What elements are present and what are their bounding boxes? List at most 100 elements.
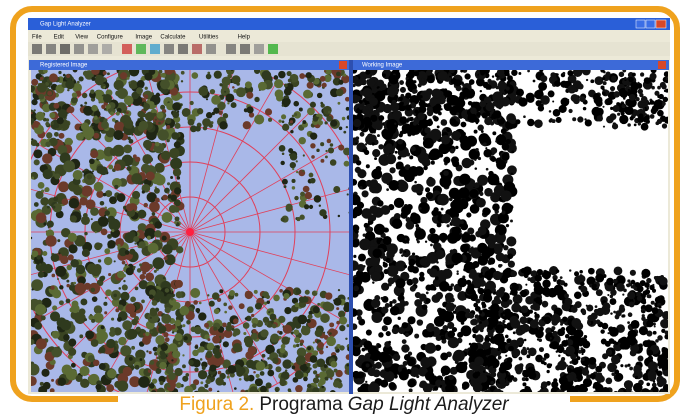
foliage <box>475 324 482 331</box>
tool-button[interactable] <box>240 44 250 54</box>
foliage <box>576 303 580 308</box>
tool-button[interactable] <box>254 44 264 54</box>
foliage <box>641 268 651 278</box>
menu-item[interactable]: Help <box>238 35 251 41</box>
maximize[interactable] <box>645 19 656 29</box>
tool-button[interactable] <box>46 44 56 54</box>
menu-item[interactable]: Utilities <box>199 35 218 41</box>
tool-button[interactable] <box>60 44 70 54</box>
foliage <box>327 147 335 154</box>
foliage <box>176 176 181 180</box>
foliage <box>568 108 573 114</box>
tool-button[interactable] <box>178 44 188 54</box>
foliage <box>282 359 292 369</box>
pane-close[interactable] <box>658 61 666 69</box>
menu-item[interactable]: Image <box>135 35 152 41</box>
foliage <box>652 322 656 326</box>
foliage <box>85 330 95 340</box>
foliage <box>402 360 408 366</box>
foliage <box>155 92 161 98</box>
foliage <box>628 301 635 308</box>
foliage <box>86 174 93 180</box>
foliage <box>436 222 442 228</box>
foliage <box>421 304 428 310</box>
foliage <box>467 135 473 141</box>
foliage <box>552 330 558 337</box>
foliage <box>397 155 402 160</box>
foliage <box>144 227 156 240</box>
foliage <box>587 321 591 325</box>
foliage <box>510 270 518 277</box>
minimize[interactable] <box>635 19 646 29</box>
foliage <box>107 233 112 239</box>
foliage <box>600 85 605 90</box>
foliage <box>345 337 348 341</box>
tool-button[interactable] <box>268 44 278 54</box>
foliage <box>495 134 507 146</box>
tool-button[interactable] <box>88 44 98 54</box>
pane-close[interactable] <box>339 61 347 69</box>
foliage <box>437 104 441 107</box>
foliage <box>522 266 532 276</box>
foliage <box>620 364 624 368</box>
foliage <box>223 364 228 369</box>
tool-button[interactable] <box>122 44 132 54</box>
foliage <box>355 136 360 141</box>
tool-button[interactable] <box>32 44 42 54</box>
foliage <box>414 132 418 135</box>
foliage <box>381 282 390 291</box>
foliage <box>580 285 588 293</box>
foliage <box>123 95 134 106</box>
foliage <box>101 121 109 129</box>
tool-button[interactable] <box>136 44 146 54</box>
foliage <box>398 370 409 381</box>
tool-button[interactable] <box>226 44 236 54</box>
foliage <box>98 346 106 354</box>
menu-item[interactable]: Edit <box>54 35 65 41</box>
foliage <box>618 71 625 78</box>
foliage <box>533 284 544 295</box>
foliage <box>404 250 407 253</box>
foliage <box>278 70 286 79</box>
foliage <box>613 91 621 98</box>
foliage <box>624 76 627 80</box>
foliage <box>413 171 418 177</box>
tool-button[interactable] <box>206 44 216 54</box>
foliage <box>212 347 220 355</box>
menu-item[interactable]: File <box>32 35 42 41</box>
menu-item[interactable]: Calculate <box>160 35 186 41</box>
foliage <box>303 89 312 99</box>
foliage <box>582 106 587 111</box>
foliage <box>91 104 98 112</box>
tool-button[interactable] <box>74 44 84 54</box>
tool-button[interactable] <box>150 44 160 54</box>
foliage <box>264 321 269 326</box>
foliage <box>90 89 95 94</box>
foliage <box>516 337 525 346</box>
foliage <box>80 378 90 389</box>
foliage <box>356 263 365 272</box>
foliage <box>407 379 416 388</box>
tool-button[interactable] <box>192 44 202 54</box>
foliage <box>254 96 260 103</box>
tool-button[interactable] <box>164 44 174 54</box>
foliage <box>58 181 69 193</box>
foliage <box>290 362 294 366</box>
foliage <box>77 80 80 84</box>
foliage <box>510 172 514 175</box>
foliage <box>371 168 383 180</box>
menu-item[interactable]: Configure <box>97 35 124 41</box>
foliage <box>581 70 591 76</box>
menu-item[interactable]: View <box>75 35 89 41</box>
foliage <box>644 115 650 121</box>
foliage <box>153 269 157 273</box>
foliage <box>486 355 497 365</box>
foliage <box>405 92 412 99</box>
foliage <box>320 103 325 108</box>
foliage <box>490 380 494 385</box>
tool-button[interactable] <box>102 44 112 54</box>
foliage <box>503 92 506 96</box>
close[interactable] <box>655 19 667 29</box>
foliage <box>462 361 468 367</box>
foliage <box>259 385 267 392</box>
